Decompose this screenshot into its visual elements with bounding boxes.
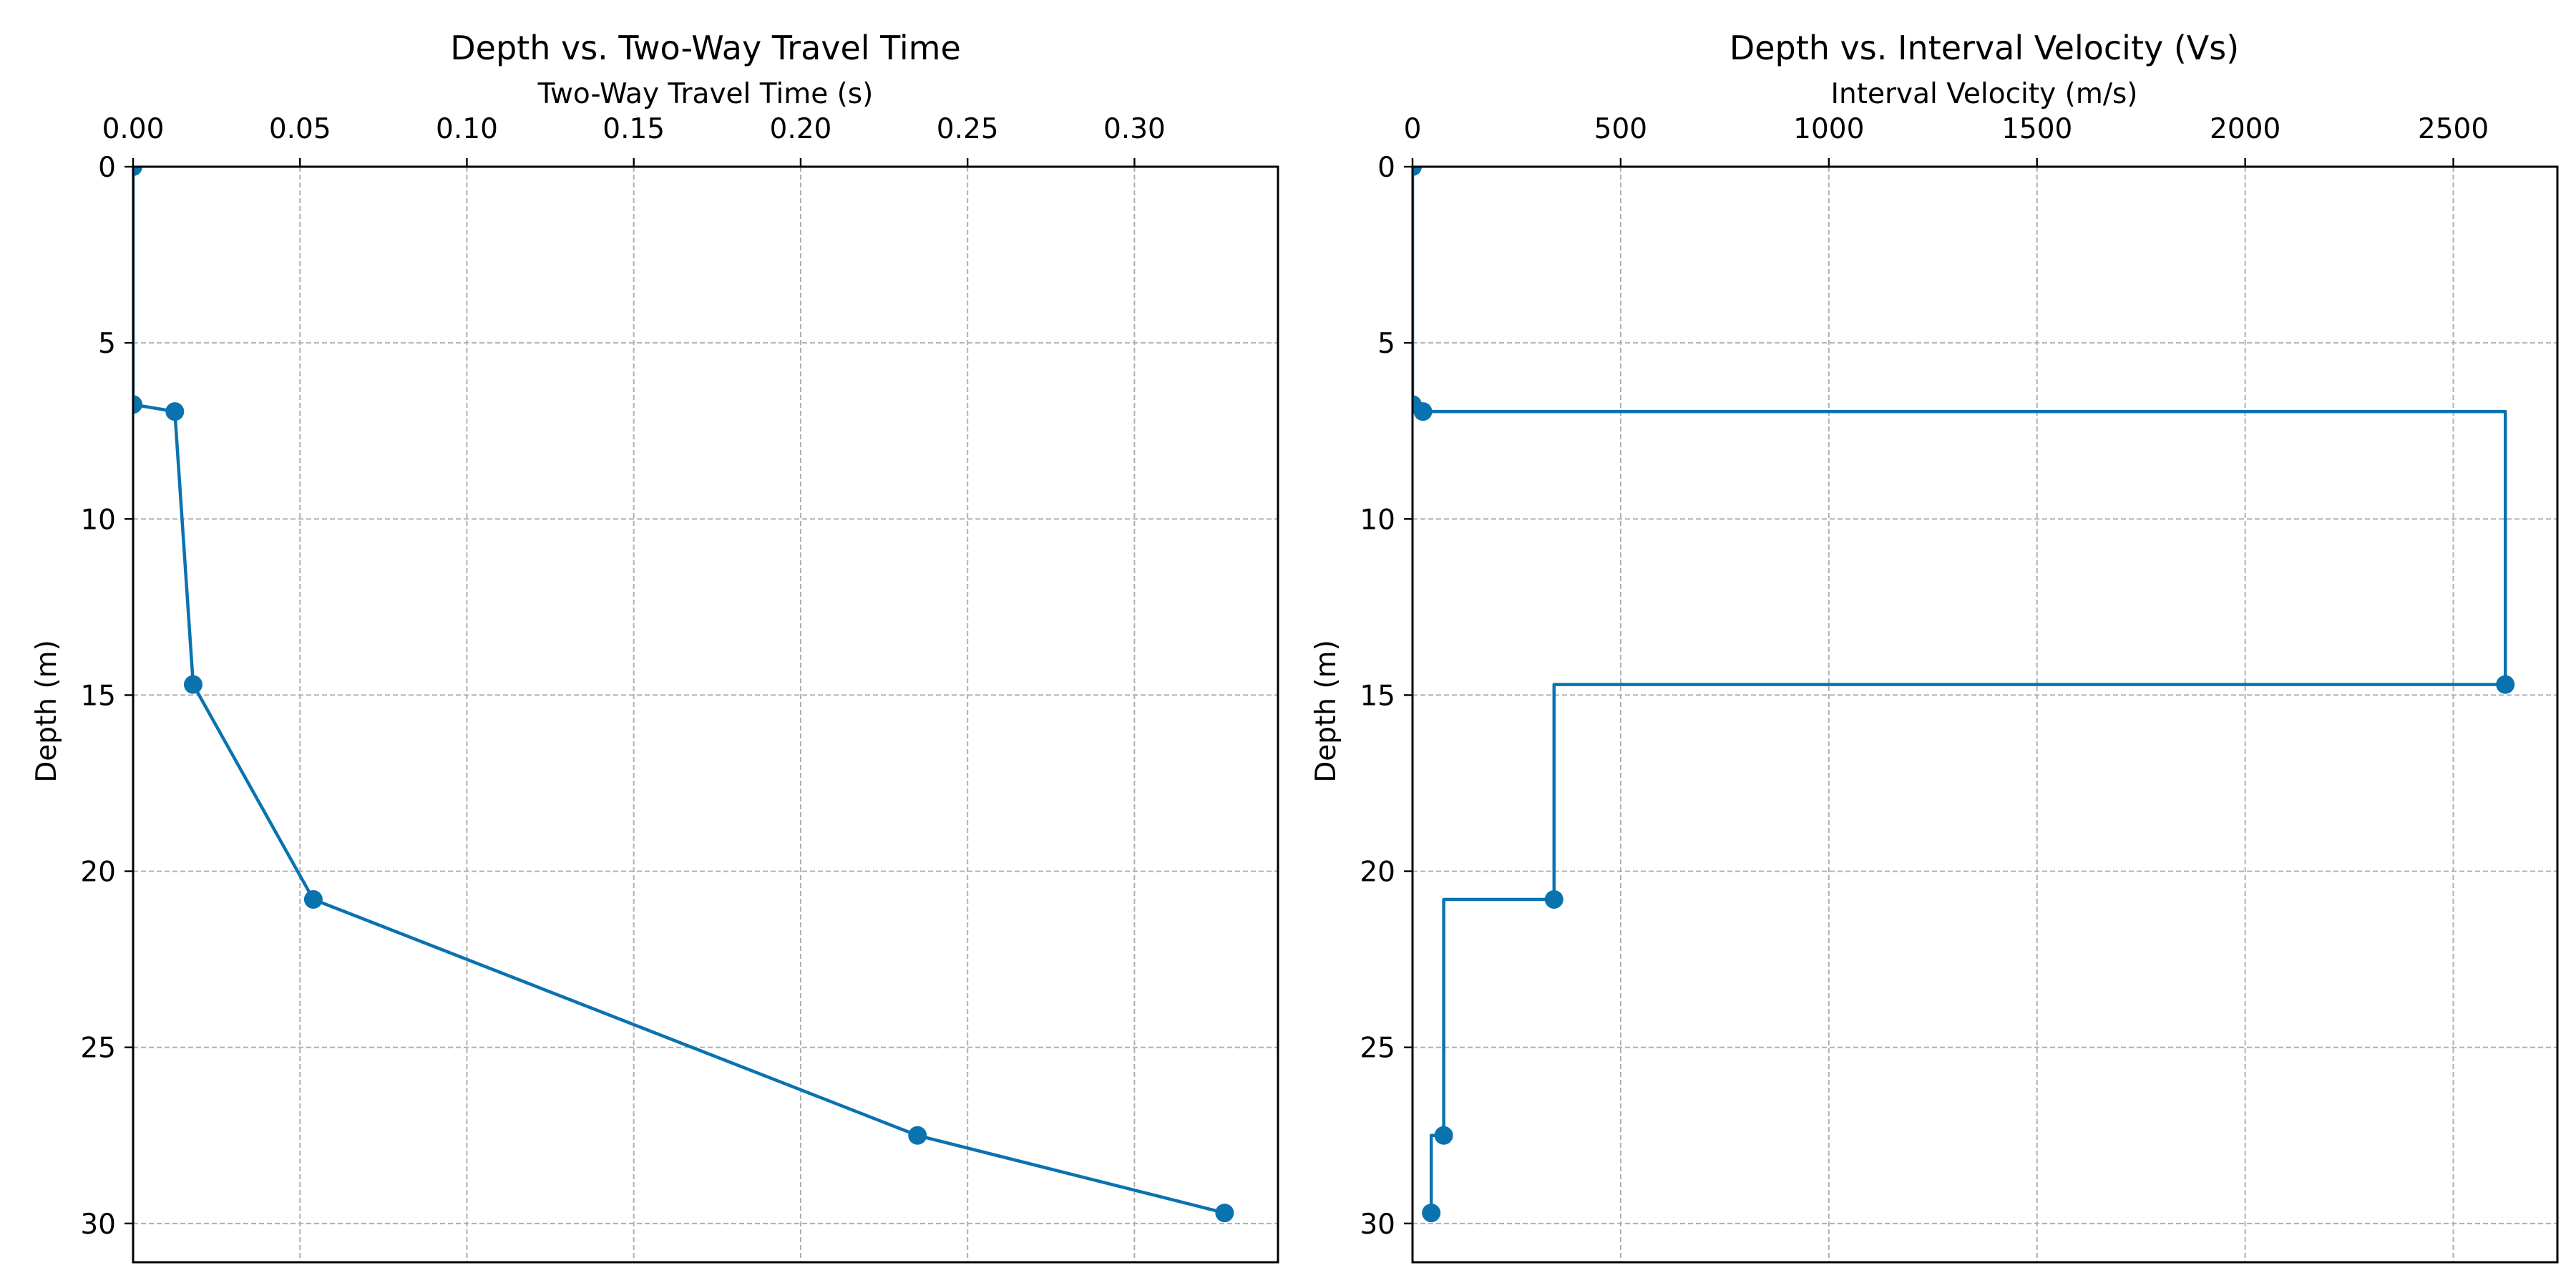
y-tick-label: 30	[80, 1209, 116, 1241]
x-tick-label: 2000	[2210, 113, 2280, 145]
data-point	[1413, 402, 1433, 421]
interval-velocity-chart: Depth vs. Interval Velocity (Vs) Interva…	[1310, 29, 2559, 1264]
x-tick-label: 0.00	[102, 113, 165, 145]
y-tick-label: 15	[80, 680, 116, 712]
grid	[1412, 166, 2557, 1262]
x-ticks: 0 500 1000 1500 2000 2500	[1404, 113, 2489, 167]
data-point	[183, 675, 203, 694]
x-tick-label: 500	[1594, 113, 1647, 145]
data-point	[303, 889, 323, 909]
data-point	[133, 395, 142, 414]
y-axis-label: Depth (m)	[1310, 640, 1342, 783]
x-tick-label: 0	[1404, 113, 1422, 145]
y-tick-label: 20	[1360, 857, 1395, 889]
series	[1413, 167, 2515, 1223]
series-group	[1413, 167, 2515, 1223]
y-tick-label: 10	[1360, 504, 1395, 536]
y-tick-label: 0	[1377, 152, 1395, 184]
x-tick-label: 0.10	[436, 113, 498, 145]
chart-title: Depth vs. Interval Velocity (Vs)	[1729, 29, 2239, 67]
x-tick-label: 0.05	[269, 113, 331, 145]
x-tick-label: 2500	[2418, 113, 2489, 145]
travel-time-chart: Depth vs. Two-Way Travel Time Two-Way Tr…	[31, 29, 1279, 1264]
y-tick-label: 30	[1360, 1209, 1395, 1241]
data-point	[1434, 1126, 1453, 1145]
data-point	[1544, 889, 1563, 909]
y-tick-label: 20	[80, 857, 116, 889]
x-axis-label: Two-Way Travel Time (s)	[537, 78, 874, 110]
data-point	[1215, 1204, 1234, 1223]
y-tick-label: 15	[1360, 680, 1395, 712]
series-group	[133, 167, 1234, 1223]
x-tick-label: 1500	[2001, 113, 2072, 145]
y-tick-label: 5	[1377, 328, 1395, 360]
y-tick-label: 25	[80, 1033, 116, 1065]
series	[133, 167, 1234, 1223]
data-point	[1413, 167, 1422, 176]
x-tick-label: 0.15	[602, 113, 665, 145]
x-axis-label: Interval Velocity (m/s)	[1830, 78, 2137, 110]
y-tick-label: 0	[98, 152, 116, 184]
y-ticks: 0 5 10 15 20 25 30	[1360, 152, 1413, 1241]
y-ticks: 0 5 10 15 20 25 30	[80, 152, 133, 1241]
y-tick-label: 25	[1360, 1033, 1395, 1065]
data-point	[2496, 675, 2515, 694]
x-tick-label: 0.25	[937, 113, 999, 145]
plot-frame	[132, 165, 1279, 1264]
x-tick-label: 0.20	[770, 113, 832, 145]
data-point	[1422, 1204, 1441, 1223]
y-tick-label: 10	[80, 504, 116, 536]
plot-frame	[1411, 165, 2559, 1264]
data-point	[908, 1126, 927, 1145]
x-ticks: 0.00 0.05 0.10 0.15 0.20 0.25 0.30	[102, 113, 1166, 167]
y-tick-label: 5	[98, 328, 116, 360]
chart-title: Depth vs. Two-Way Travel Time	[450, 29, 961, 67]
x-tick-label: 0.30	[1103, 113, 1166, 145]
x-tick-label: 1000	[1793, 113, 1864, 145]
y-axis-label: Depth (m)	[31, 640, 63, 783]
data-point	[165, 402, 185, 421]
data-point	[133, 167, 142, 176]
